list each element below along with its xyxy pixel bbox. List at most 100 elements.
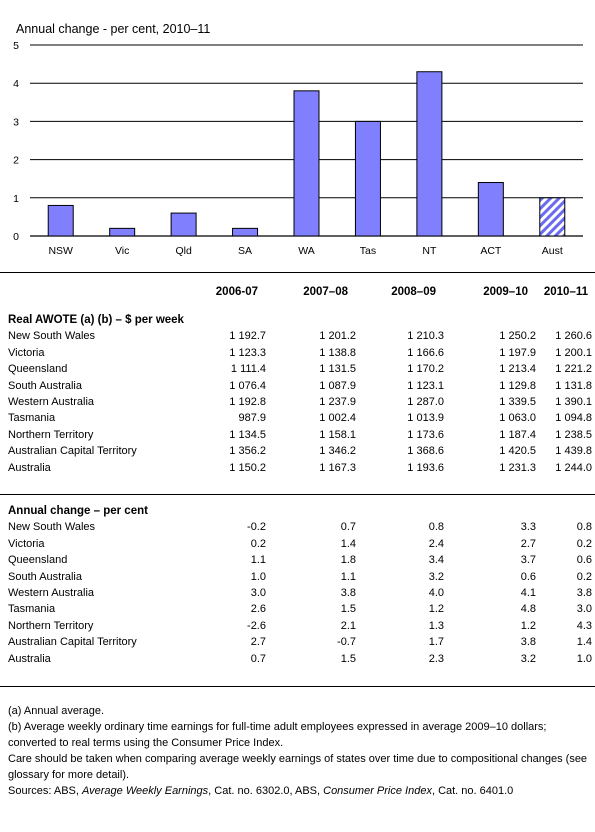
- table-cell: 1 002.4: [319, 412, 356, 425]
- table-cell: 1 134.5: [229, 428, 266, 441]
- table-cell: 1.5: [340, 603, 356, 616]
- table-row: Western Australia 1 192.8 1 237.9 1 287.0 1 …: [8, 394, 592, 410]
- row-label: Australian Capital Territory: [8, 636, 137, 649]
- table-cell: 0.7: [340, 521, 356, 534]
- col-header-4: 2009–10: [483, 286, 528, 298]
- source-1-title: Average Weekly Earnings: [81, 785, 209, 797]
- table-row: Tasmania 987.9 1 002.4 1 013.9 1 063.0 1 094.…: [8, 410, 592, 426]
- table-cell: 987.9: [238, 412, 266, 425]
- table-cell: 1.2: [428, 603, 444, 616]
- table-cell: 1.3: [428, 619, 444, 632]
- y-tick-label: 2: [13, 155, 19, 167]
- table-cell: -0.7: [337, 636, 356, 649]
- bar-tas: [354, 120, 381, 237]
- table-row: Queensland 1.1 1.8 3.4 3.7 0.6: [8, 552, 592, 568]
- sources-line: Sources: ABS, Average Weekly Earnings, C…: [8, 783, 588, 799]
- x-tick-label: ACT: [480, 245, 502, 257]
- bar-vic: [109, 227, 136, 237]
- table-cell: 0.2: [250, 537, 266, 550]
- row-label: South Australia: [8, 379, 82, 392]
- table-cell: 1 173.6: [407, 428, 444, 441]
- table-cell: 1 087.9: [319, 379, 356, 392]
- table-cell: 4.3: [576, 619, 592, 632]
- table-cell: 1.1: [250, 554, 266, 567]
- col-header-3: 2008–09: [391, 286, 436, 298]
- table-cell: 1 158.1: [319, 428, 356, 441]
- table-cell: 1 123.1: [407, 379, 444, 392]
- table-cell: 1.0: [576, 652, 592, 665]
- row-label: South Australia: [8, 570, 82, 583]
- table-cell: 3.0: [576, 603, 592, 616]
- footnote-a: (a) Annual average.: [8, 705, 105, 717]
- row-label: Victoria: [8, 346, 45, 359]
- row-label: Western Australia: [8, 587, 95, 600]
- row-label: Tasmania: [8, 412, 56, 425]
- table-cell: 1.5: [340, 652, 356, 665]
- table-cell: 1 192.8: [229, 396, 266, 409]
- table-cell: 1 339.5: [499, 396, 536, 409]
- table-cell: 4.1: [520, 587, 536, 600]
- x-tick-label: SA: [238, 245, 252, 257]
- table-cell: 1 129.8: [499, 379, 536, 392]
- row-label: Queensland: [8, 363, 68, 376]
- table-row: Australia 0.7 1.5 2.3 3.2 1.0: [8, 651, 592, 667]
- bar-wa: [293, 90, 320, 237]
- row-label: Northern Territory: [8, 428, 94, 441]
- table-cell: -0.2: [247, 521, 266, 534]
- footnote-care: Care should be taken when comparing aver…: [8, 753, 588, 781]
- table-cell: 0.6: [520, 570, 536, 583]
- x-tick-label: Aust: [542, 245, 563, 257]
- table-cell: 3.7: [520, 554, 536, 567]
- table-cell: 3.8: [520, 636, 536, 649]
- table-cell: 1 192.7: [229, 330, 266, 343]
- table-cell: 1 221.2: [555, 363, 592, 376]
- table-cell: 1.4: [340, 537, 356, 550]
- table-cell: 1.7: [428, 636, 444, 649]
- source-2-suffix: , Cat. no. 6401.0: [431, 785, 514, 797]
- table-cell: 1 346.2: [319, 445, 356, 458]
- table-row: Australian Capital Territory 1 356.2 1 346…: [8, 443, 592, 459]
- table-cell: 2.6: [250, 603, 266, 616]
- table-row: New South Wales 1 192.7 1 201.2 1 210.3 1 25…: [8, 328, 592, 344]
- table-cell: 3.2: [428, 570, 444, 583]
- table-cell: 0.6: [576, 554, 592, 567]
- row-label: Victoria: [8, 537, 45, 550]
- table-row: Northern Territory 1 134.5 1 158.1 1 173.6 1…: [8, 427, 592, 443]
- table-cell: 3.0: [250, 587, 266, 600]
- table-cell: 1 250.2: [499, 330, 536, 343]
- table-row: Victoria 1 123.3 1 138.8 1 166.6 1 197.9 1 20…: [8, 345, 592, 361]
- y-tick-label: 0: [13, 231, 19, 243]
- table-row: Australia 1 150.2 1 167.3 1 193.6 1 231.3 1 2…: [8, 460, 592, 476]
- source-1-suffix: , Cat. no. 6302.0, ABS,: [208, 785, 324, 797]
- table-row: New South Wales -0.2 0.7 0.8 3.3 0.8: [8, 519, 592, 535]
- section-title-awote: Real AWOTE (a) (b) – $ per week: [8, 314, 184, 326]
- x-tick-label: Qld: [175, 245, 192, 257]
- table-cell: 1 013.9: [407, 412, 444, 425]
- table-cell: 1 260.6: [555, 330, 592, 343]
- col-header-2: 2007–08: [303, 286, 348, 298]
- table-cell: 1 150.2: [229, 461, 266, 474]
- table-row: Tasmania 2.6 1.5 1.2 4.8 3.0: [8, 601, 592, 617]
- section-divider-rule: [0, 494, 595, 495]
- row-label: New South Wales: [8, 521, 96, 534]
- table-row: Queensland 1 111.4 1 131.5 1 170.2 1 213.4 1 …: [8, 361, 592, 377]
- table-cell: 4.8: [520, 603, 536, 616]
- table-cell: 1 193.6: [407, 461, 444, 474]
- table-cell: 1 187.4: [499, 428, 536, 441]
- table-cell: 1 131.5: [319, 363, 356, 376]
- table-cell: 2.7: [250, 636, 266, 649]
- table-cell: 1.4: [576, 636, 592, 649]
- table-cell: 1 439.8: [555, 445, 592, 458]
- table-cell: 3.8: [340, 587, 356, 600]
- table-cell: 1 238.5: [555, 428, 592, 441]
- table-cell: 3.8: [576, 587, 592, 600]
- table-cell: 2.7: [520, 537, 536, 550]
- table-cell: 1 197.9: [499, 346, 536, 359]
- table-bottom-rule: [0, 686, 595, 687]
- section-title-change: Annual change – per cent: [8, 505, 148, 517]
- y-tick-label: 4: [13, 78, 19, 90]
- row-label: Tasmania: [8, 603, 56, 616]
- table-cell: 0.8: [428, 521, 444, 534]
- row-label: Queensland: [8, 554, 68, 567]
- x-tick-label: NSW: [48, 245, 73, 257]
